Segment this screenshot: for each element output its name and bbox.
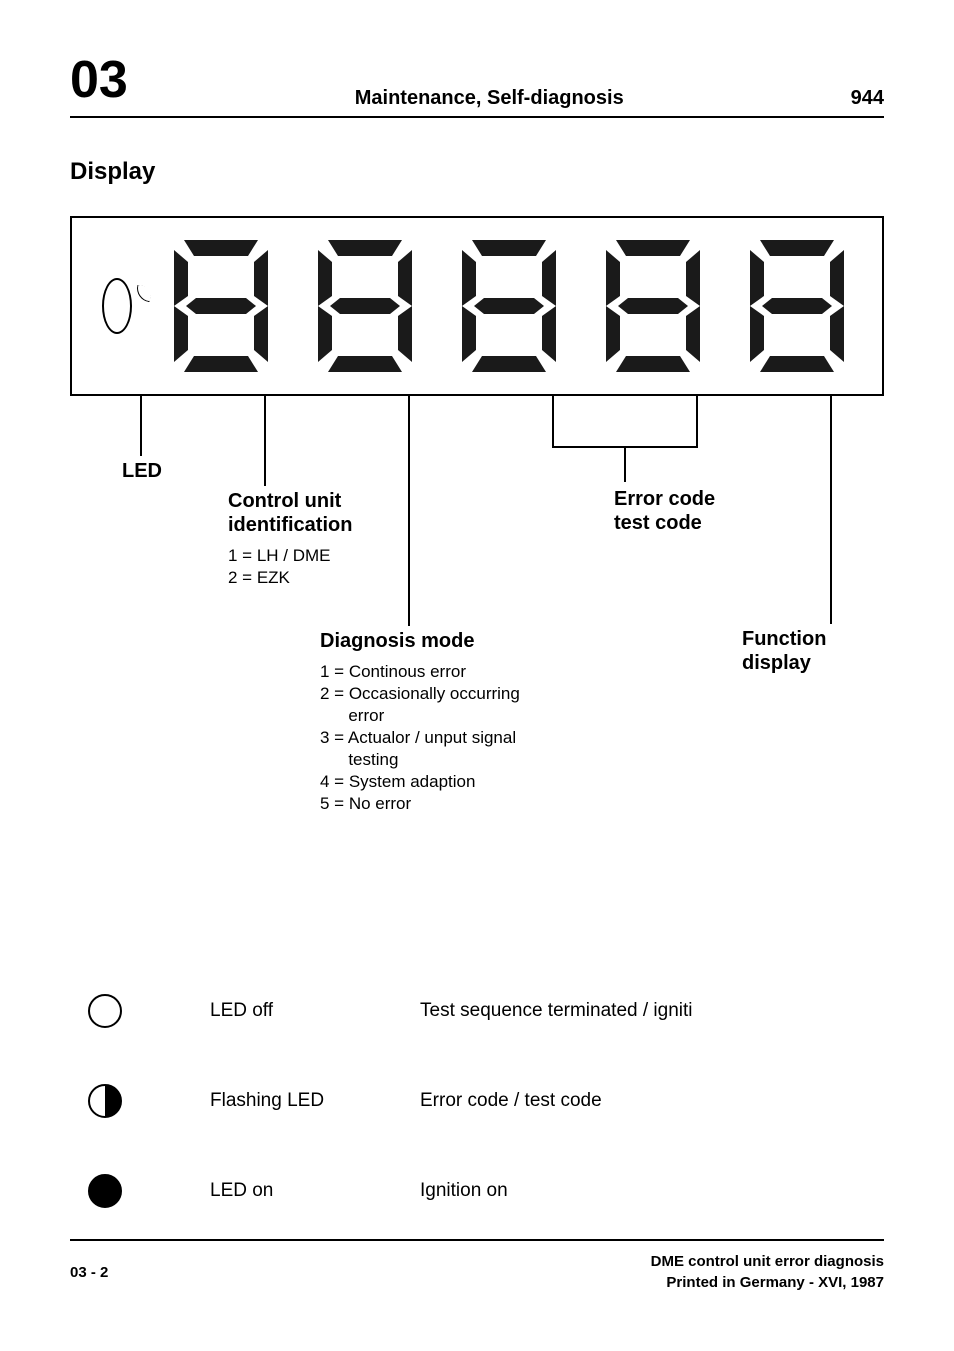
seven-seg-digit-5 xyxy=(742,236,852,376)
seven-seg-digit-1 xyxy=(166,236,276,376)
legend-on-label: LED on xyxy=(140,1180,420,1202)
errc-v2 xyxy=(696,396,698,446)
display-led-circle xyxy=(102,278,132,334)
diag-line-7: 5 = No error xyxy=(320,794,411,814)
diag-line-6: 4 = System adaption xyxy=(320,772,475,792)
page: 03 Maintenance, Self-diagnosis 944 Displ… xyxy=(0,0,954,1351)
callout-line-led xyxy=(140,396,142,456)
callout-line-control-unit xyxy=(264,396,266,486)
footer-right-line2: Printed in Germany - XVI, 1987 xyxy=(666,1274,884,1291)
footer-right-line1: DME control unit error diagnosis xyxy=(651,1253,884,1270)
seven-segment-row xyxy=(166,236,852,376)
legend-off-desc: Test sequence terminated / igniti xyxy=(420,1000,693,1022)
callout-line-diagnosis xyxy=(408,396,410,626)
legend-row-flash: Flashing LED Error code / test code xyxy=(70,1056,884,1146)
diag-line-3: error xyxy=(320,706,384,726)
legend-row-on: LED on Ignition on xyxy=(70,1146,884,1236)
footer-rule xyxy=(70,1239,884,1241)
callout-led-label: LED xyxy=(122,460,162,483)
header-section-number: 03 xyxy=(70,50,128,110)
error-code-line1: Error code xyxy=(614,488,715,511)
seven-seg-digit-2 xyxy=(310,236,420,376)
function-line1: Function xyxy=(742,628,826,651)
led-on-icon xyxy=(70,1174,140,1208)
control-unit-line1: 1 = LH / DME xyxy=(228,546,331,566)
section-title: Display xyxy=(70,158,884,186)
legend-flash-desc: Error code / test code xyxy=(420,1090,602,1112)
legend-row-off: LED off Test sequence terminated / ignit… xyxy=(70,966,884,1056)
header-title: Maintenance, Self-diagnosis xyxy=(355,87,624,110)
seven-seg-digit-3 xyxy=(454,236,564,376)
diag-line-4: 3 = Actualor / unput signal xyxy=(320,728,516,748)
control-unit-title2: identification xyxy=(228,514,352,537)
footer-page-number: 03 - 2 xyxy=(70,1264,108,1281)
errc-v1 xyxy=(552,396,554,446)
led-off-icon xyxy=(70,994,140,1028)
function-line2: display xyxy=(742,652,811,675)
legend-off-label: LED off xyxy=(140,1000,420,1022)
callout-area: LED Control unit identification 1 = LH /… xyxy=(70,396,884,956)
diagnosis-title: Diagnosis mode xyxy=(320,630,474,653)
error-code-line2: test code xyxy=(614,512,702,535)
page-header: 03 Maintenance, Self-diagnosis 944 xyxy=(70,50,884,118)
footer-right: DME control unit error diagnosis Printed… xyxy=(651,1251,884,1293)
diag-line-2: 2 = Occasionally occurring xyxy=(320,684,520,704)
diag-line-1: 1 = Continous error xyxy=(320,662,466,682)
callout-line-function xyxy=(830,396,832,624)
diag-line-5: testing xyxy=(320,750,398,770)
led-flash-icon xyxy=(70,1084,140,1118)
legend-on-desc: Ignition on xyxy=(420,1180,508,1202)
errc-v3 xyxy=(624,446,626,482)
header-model: 944 xyxy=(851,87,884,110)
display-panel xyxy=(70,216,884,396)
led-legend: LED off Test sequence terminated / ignit… xyxy=(70,966,884,1236)
legend-flash-label: Flashing LED xyxy=(140,1090,420,1112)
control-unit-title: Control unit xyxy=(228,490,341,513)
seven-seg-digit-4 xyxy=(598,236,708,376)
control-unit-line2: 2 = EZK xyxy=(228,568,290,588)
